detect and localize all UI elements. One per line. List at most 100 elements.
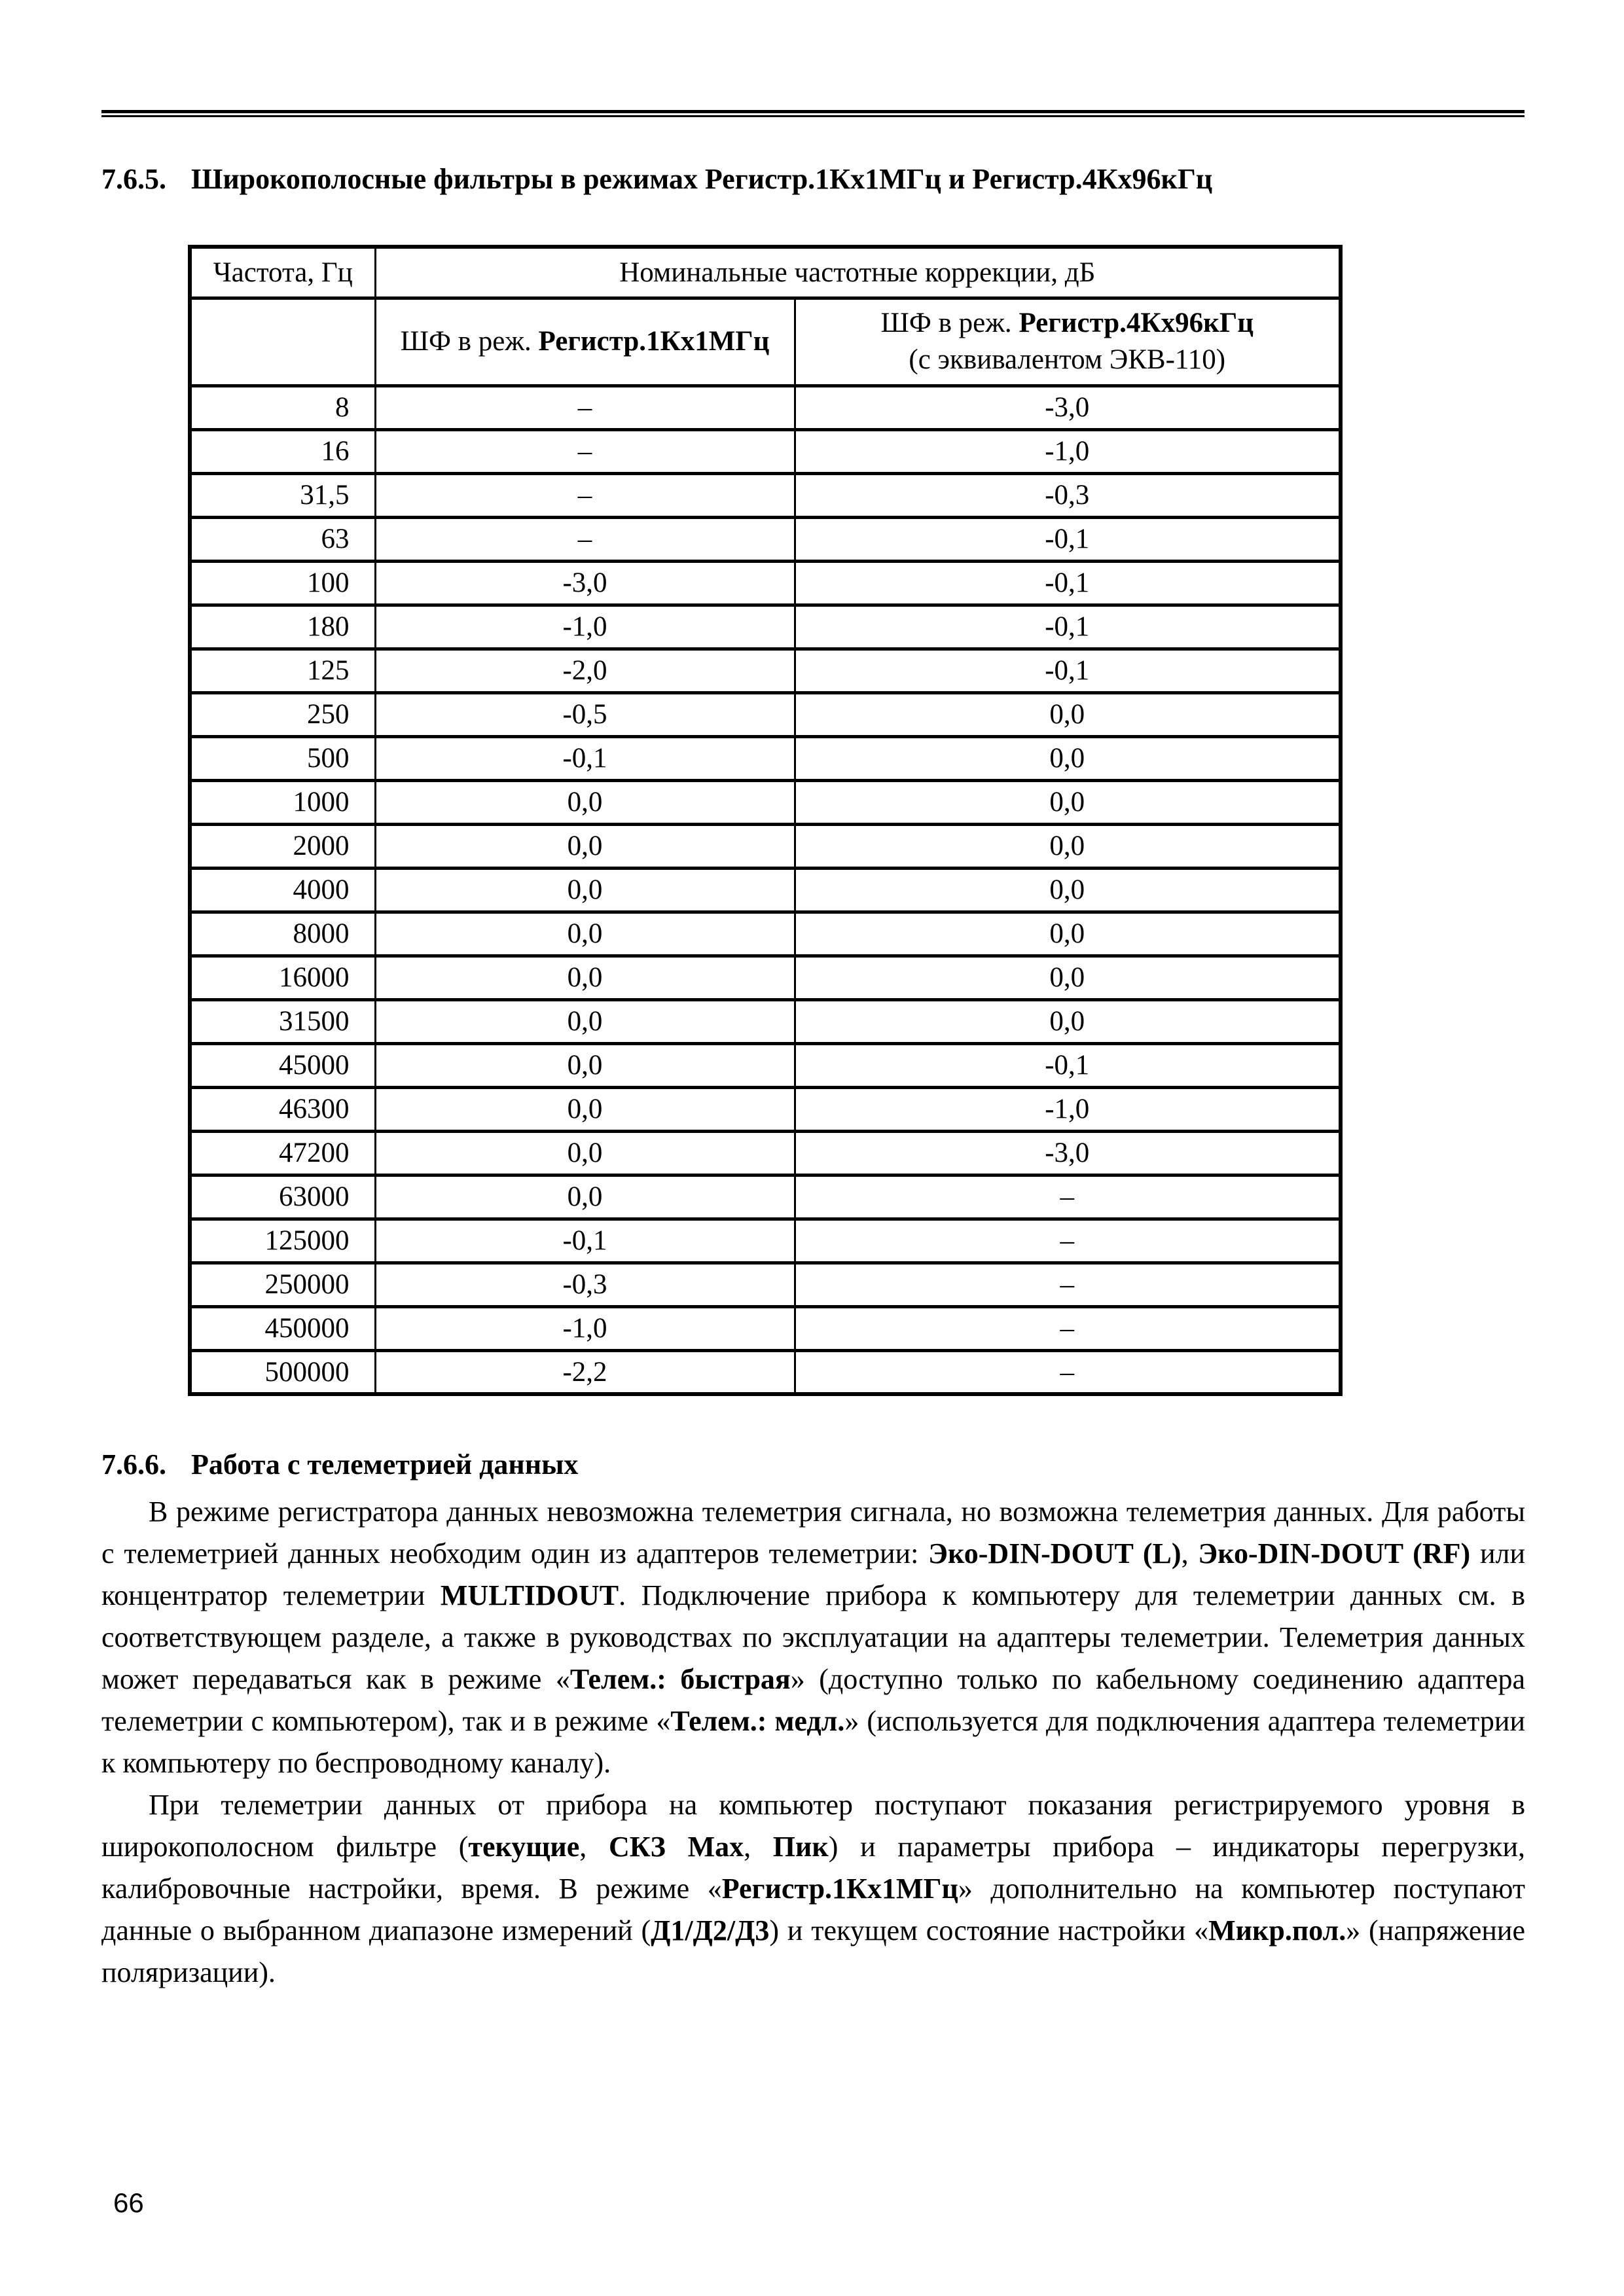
correction-96k-cell: 0,0 bbox=[793, 954, 1342, 1001]
correction-1m-cell: 0,0 bbox=[374, 1085, 796, 1133]
table-header-row: Частота, Гц Номинальные частотные коррек… bbox=[189, 245, 1342, 300]
table-body: 8– -3,0 16– -1,0 31,5– -0,3 63– -0,1 100 -3,0 -0,1… bbox=[189, 384, 1342, 1396]
table-row: 500000 -2,2– bbox=[189, 1348, 1342, 1396]
table-row: 8000 0,0 0,0 bbox=[189, 910, 1342, 958]
correction-96k-cell: 0,0 bbox=[793, 866, 1342, 914]
correction-96k-cell: -0,1 bbox=[793, 647, 1342, 694]
correction-1m-cell: 0,0 bbox=[374, 778, 796, 826]
table-row: 8– -3,0 bbox=[189, 384, 1342, 431]
frequency-cell: 45000 bbox=[189, 1041, 376, 1089]
frequency-cell: 450000 bbox=[189, 1304, 376, 1352]
correction-96k-cell: -1,0 bbox=[793, 1085, 1342, 1133]
correction-96k-cell: 0,0 bbox=[793, 778, 1342, 826]
table-row: 500 -0,1 0,0 bbox=[189, 734, 1342, 782]
table-row: 250 -0,5 0,0 bbox=[189, 691, 1342, 738]
paragraph-telemetry-details: При телеметрии данных от прибора на комп… bbox=[101, 1789, 1526, 1988]
mode-1m-column-header: ШФ в реж. Регистр.1Кх1МГц bbox=[374, 296, 796, 387]
table-row: 450000 -1,0– bbox=[189, 1304, 1342, 1352]
correction-1m-cell: -1,0 bbox=[374, 1304, 796, 1352]
correction-1m-cell: 0,0 bbox=[374, 910, 796, 958]
table-row: 46300 0,0 -1,0 bbox=[189, 1085, 1342, 1133]
table-row: 1000 0,0 0,0 bbox=[189, 778, 1342, 826]
table-row: 4000 0,0 0,0 bbox=[189, 866, 1342, 914]
table-row: 250000 -0,3– bbox=[189, 1261, 1342, 1308]
table-row: 31500 0,0 0,0 bbox=[189, 997, 1342, 1045]
correction-96k-cell: -0,1 bbox=[793, 559, 1342, 607]
correction-96k-cell: 0,0 bbox=[793, 910, 1342, 958]
correction-1m-cell: 0,0 bbox=[374, 997, 796, 1045]
correction-1m-cell: -0,1 bbox=[374, 734, 796, 782]
table-row: 16000 0,0 0,0 bbox=[189, 954, 1342, 1001]
corrections-table: Частота, Гц Номинальные частотные коррек… bbox=[188, 245, 1343, 1396]
table-row: 16– -1,0 bbox=[189, 427, 1342, 475]
frequency-cell: 63000 bbox=[189, 1173, 376, 1221]
frequency-cell: 250000 bbox=[189, 1261, 376, 1308]
frequency-cell: 2000 bbox=[189, 822, 376, 870]
body-text: В режиме регистратора данных невозможна … bbox=[101, 1491, 1525, 1994]
frequency-cell: 8000 bbox=[189, 910, 376, 958]
correction-96k-cell: – bbox=[793, 1304, 1342, 1352]
section-7-6-5-heading: 7.6.5. Широкополосные фильтры в режимах Р… bbox=[101, 162, 1525, 196]
correction-96k-cell: 0,0 bbox=[793, 734, 1342, 782]
frequency-cell: 63 bbox=[189, 515, 376, 563]
paragraph-telemetry-intro: В режиме регистратора данных невозможна … bbox=[101, 1496, 1526, 1779]
table-row: 2000 0,0 0,0 bbox=[189, 822, 1342, 870]
frequency-cell: 16 bbox=[189, 427, 376, 475]
correction-96k-cell: -0,3 bbox=[793, 471, 1342, 519]
frequency-column-header: Частота, Гц bbox=[189, 245, 376, 300]
correction-96k-cell: – bbox=[793, 1173, 1342, 1221]
table-row: 125000 -0,1– bbox=[189, 1217, 1342, 1265]
frequency-cell: 125000 bbox=[189, 1217, 376, 1265]
corrections-column-header: Номинальные частотные коррекции, дБ bbox=[374, 245, 1342, 300]
frequency-cell: 46300 bbox=[189, 1085, 376, 1133]
frequency-cell: 1000 bbox=[189, 778, 376, 826]
correction-1m-cell: -0,5 bbox=[374, 691, 796, 738]
correction-1m-cell: 0,0 bbox=[374, 954, 796, 1001]
correction-96k-cell: -0,1 bbox=[793, 515, 1342, 563]
frequency-cell: 16000 bbox=[189, 954, 376, 1001]
section-7-6-6-heading: 7.6.6. Работа с телеметрией данных bbox=[101, 1448, 1525, 1482]
frequency-cell: 31,5 bbox=[189, 471, 376, 519]
section-title: Широкополосные фильтры в режимах Регистр… bbox=[191, 163, 1213, 195]
correction-96k-cell: -0,1 bbox=[793, 603, 1342, 651]
correction-96k-cell: – bbox=[793, 1348, 1342, 1396]
correction-1m-cell: – bbox=[374, 427, 796, 475]
table-row: 125 -2,0 -0,1 bbox=[189, 647, 1342, 694]
table-row: 63– -0,1 bbox=[189, 515, 1342, 563]
frequency-cell: 100 bbox=[189, 559, 376, 607]
frequency-cell: 31500 bbox=[189, 997, 376, 1045]
frequency-cell: 47200 bbox=[189, 1129, 376, 1177]
correction-1m-cell: -0,3 bbox=[374, 1261, 796, 1308]
correction-1m-cell: 0,0 bbox=[374, 822, 796, 870]
frequency-cell: 125 bbox=[189, 647, 376, 694]
correction-1m-cell: – bbox=[374, 471, 796, 519]
correction-1m-cell: 0,0 bbox=[374, 1041, 796, 1089]
correction-96k-cell: -3,0 bbox=[793, 384, 1342, 431]
correction-96k-cell: – bbox=[793, 1261, 1342, 1308]
table-row: 63000 0,0– bbox=[189, 1173, 1342, 1221]
table-row: 47200 0,0 -3,0 bbox=[189, 1129, 1342, 1177]
correction-1m-cell: – bbox=[374, 515, 796, 563]
correction-96k-cell: -0,1 bbox=[793, 1041, 1342, 1089]
correction-1m-cell: 0,0 bbox=[374, 1173, 796, 1221]
frequency-cell: 8 bbox=[189, 384, 376, 431]
correction-1m-cell: -3,0 bbox=[374, 559, 796, 607]
frequency-cell: 180 bbox=[189, 603, 376, 651]
correction-96k-cell: 0,0 bbox=[793, 997, 1342, 1045]
header-rule bbox=[101, 110, 1525, 117]
section-number: 7.6.6. bbox=[101, 1448, 166, 1480]
table-row: 31,5– -0,3 bbox=[189, 471, 1342, 519]
correction-1m-cell: -2,0 bbox=[374, 647, 796, 694]
page-number: 66 bbox=[113, 2187, 144, 2218]
correction-96k-cell: 0,0 bbox=[793, 822, 1342, 870]
table-row: 45000 0,0 -0,1 bbox=[189, 1041, 1342, 1089]
section-title: Работа с телеметрией данных bbox=[191, 1448, 579, 1480]
frequency-cell: 500000 bbox=[189, 1348, 376, 1396]
correction-96k-cell: -3,0 bbox=[793, 1129, 1342, 1177]
correction-1m-cell: 0,0 bbox=[374, 1129, 796, 1177]
correction-96k-cell: – bbox=[793, 1217, 1342, 1265]
section-number: 7.6.5. bbox=[101, 163, 166, 195]
frequency-cell: 4000 bbox=[189, 866, 376, 914]
table-subheader-row: ШФ в реж. Регистр.1Кх1МГц ШФ в реж. Реги… bbox=[189, 296, 1342, 387]
